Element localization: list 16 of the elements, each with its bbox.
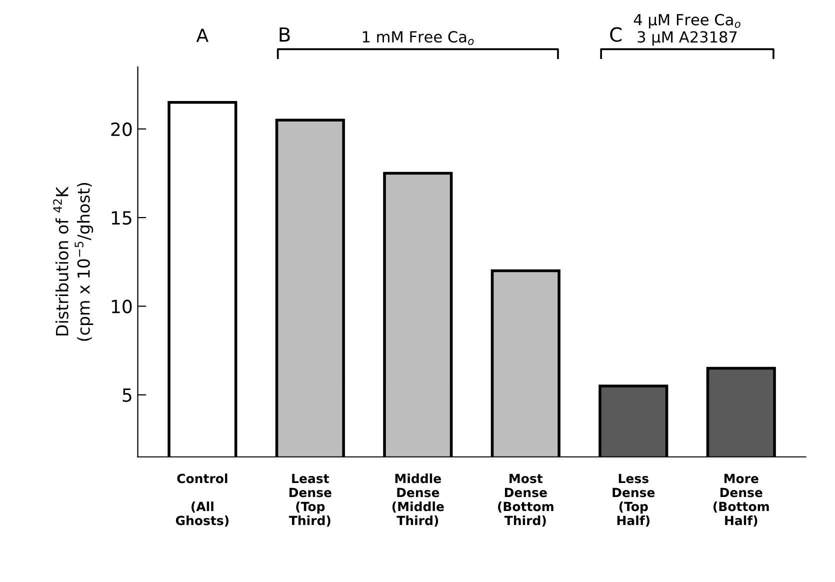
x-tick-label: Less Dense (Top Half) <box>612 474 655 527</box>
text: 1 mM Free Ca$_{o}$ <box>362 31 474 46</box>
x-tick-label: Least Dense (Top Third) <box>288 474 332 527</box>
y-tick-label: 5 <box>122 388 132 402</box>
text: 4 μM Free Ca$_{o}$ 3 μM A23187 <box>634 14 740 46</box>
text: B <box>280 27 290 42</box>
category-label: Control (All Ghosts) <box>176 474 229 527</box>
y-tick-label: 15 <box>112 211 132 225</box>
text: C <box>610 27 622 42</box>
x-tick-label: Most Dense (Bottom Third) <box>498 474 554 527</box>
text: Distribution of $^{42}$K (cpm x 10$^{−5}$/ghost) <box>53 183 94 341</box>
x-tick-label: Middle Dense (Middle Third) <box>392 474 444 527</box>
x-tick-label: More Dense (Bottom Half) <box>714 474 769 527</box>
y-tick-label: 20 <box>111 122 132 136</box>
y-tick-label: 10 <box>112 300 132 314</box>
text: A <box>196 28 208 42</box>
